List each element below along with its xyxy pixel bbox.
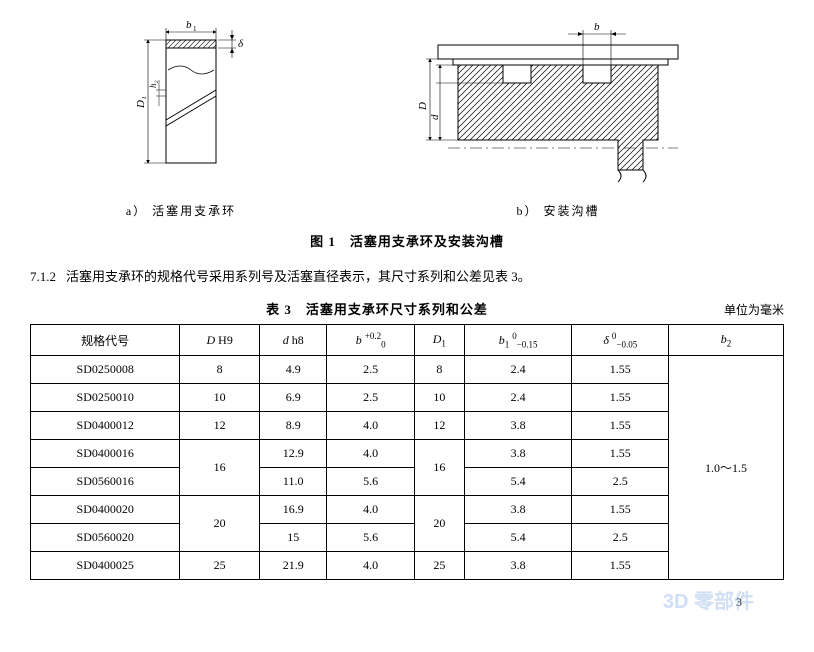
cell-code: SD0560016 xyxy=(31,468,180,496)
th-d: d h8 xyxy=(259,325,327,356)
cell-D1: 25 xyxy=(414,552,464,580)
cell-d: 21.9 xyxy=(259,552,327,580)
label-D: D xyxy=(417,102,429,111)
th-code: 规格代号 xyxy=(31,325,180,356)
cell-D: 25 xyxy=(180,552,260,580)
cell-delta: 1.55 xyxy=(572,440,669,468)
section-number: 7.1.2 xyxy=(30,269,56,284)
cell-b2-merged: 1.0～1.5 xyxy=(669,356,784,580)
cell-b: 4.0 xyxy=(327,412,414,440)
cell-b1: 5.4 xyxy=(464,524,572,552)
cell-delta: 1.55 xyxy=(572,356,669,384)
cell-delta: 1.55 xyxy=(572,412,669,440)
cell-b: 4.0 xyxy=(327,440,414,468)
svg-text:1: 1 xyxy=(193,25,197,33)
cell-d: 12.9 xyxy=(259,440,327,468)
cell-D-merged: 16 xyxy=(180,440,260,496)
cell-code: SD0250008 xyxy=(31,356,180,384)
cell-b: 5.6 xyxy=(327,524,414,552)
label-delta: δ xyxy=(238,38,244,50)
cell-delta: 1.55 xyxy=(572,552,669,580)
cell-code: SD0400020 xyxy=(31,496,180,524)
table-unit: 单位为毫米 xyxy=(724,301,784,318)
cell-delta: 2.5 xyxy=(572,524,669,552)
cell-b: 5.6 xyxy=(327,468,414,496)
cell-D-merged: 20 xyxy=(180,496,260,552)
cell-b1: 3.8 xyxy=(464,552,572,580)
figure-b: b D d b） 安装沟槽 xyxy=(398,20,718,219)
groove-diagram: b D d xyxy=(398,20,718,190)
figure-a: b 1 δ D₁ h₂ a） 活塞用支承环 xyxy=(96,20,266,219)
cell-code: SD0250010 xyxy=(31,384,180,412)
cell-d: 4.9 xyxy=(259,356,327,384)
cell-d: 15 xyxy=(259,524,327,552)
cell-D: 10 xyxy=(180,384,260,412)
cell-code: SD0400025 xyxy=(31,552,180,580)
cell-b1: 2.4 xyxy=(464,384,572,412)
th-D: D H9 xyxy=(180,325,260,356)
cell-d: 16.9 xyxy=(259,496,327,524)
figure-b-caption: b） 安装沟槽 xyxy=(398,202,718,219)
label-D1: D₁ xyxy=(135,96,147,109)
table-header-row: 规格代号 D H9 d h8 b +0.20 D1 b1 0−0.15 δ 0−… xyxy=(31,325,784,356)
cell-D: 8 xyxy=(180,356,260,384)
dimension-table: 规格代号 D H9 d h8 b +0.20 D1 b1 0−0.15 δ 0−… xyxy=(30,324,784,580)
cell-delta: 1.55 xyxy=(572,496,669,524)
th-b: b +0.20 xyxy=(327,325,414,356)
paragraph-712: 7.1.2 活塞用支承环的规格代号采用系列号及活塞直径表示，其尺寸系列和公差见表 … xyxy=(30,266,784,285)
page-number: 3 xyxy=(736,595,742,610)
cell-code: SD0400012 xyxy=(31,412,180,440)
label-b1: b xyxy=(186,20,192,31)
cell-D1-merged: 16 xyxy=(414,440,464,496)
th-D1: D1 xyxy=(414,325,464,356)
th-b1: b1 0−0.15 xyxy=(464,325,572,356)
figure-a-caption: a） 活塞用支承环 xyxy=(96,202,266,219)
cell-b1: 3.8 xyxy=(464,412,572,440)
cell-D1: 12 xyxy=(414,412,464,440)
cell-D1: 10 xyxy=(414,384,464,412)
cell-D1-merged: 20 xyxy=(414,496,464,552)
cell-d: 8.9 xyxy=(259,412,327,440)
cell-b1: 3.8 xyxy=(464,440,572,468)
th-b2: b2 xyxy=(669,325,784,356)
figures-row: b 1 δ D₁ h₂ a） 活塞用支承环 xyxy=(30,20,784,219)
label-b: b xyxy=(594,21,600,33)
cell-D: 12 xyxy=(180,412,260,440)
cell-code: SD0400016 xyxy=(31,440,180,468)
cell-code: SD0560020 xyxy=(31,524,180,552)
label-h2: h₂ xyxy=(148,80,158,88)
cell-d: 11.0 xyxy=(259,468,327,496)
table-title: 表 3 活塞用支承环尺寸系列和公差 xyxy=(30,299,724,318)
cell-delta: 1.55 xyxy=(572,384,669,412)
table-title-row: 表 3 活塞用支承环尺寸系列和公差 单位为毫米 xyxy=(30,299,784,318)
table-row: SD0250008 8 4.9 2.5 8 2.4 1.55 1.0～1.5 xyxy=(31,356,784,384)
paragraph-text: 活塞用支承环的规格代号采用系列号及活塞直径表示，其尺寸系列和公差见表 3。 xyxy=(66,269,531,284)
cell-delta: 2.5 xyxy=(572,468,669,496)
cell-b: 4.0 xyxy=(327,496,414,524)
cell-b1: 5.4 xyxy=(464,468,572,496)
th-delta: δ 0−0.05 xyxy=(572,325,669,356)
cell-b1: 2.4 xyxy=(464,356,572,384)
table-body: SD0250008 8 4.9 2.5 8 2.4 1.55 1.0～1.5 S… xyxy=(31,356,784,580)
cell-b: 4.0 xyxy=(327,552,414,580)
piston-ring-diagram: b 1 δ D₁ h₂ xyxy=(96,20,266,190)
figure-main-caption: 图 1 活塞用支承环及安装沟槽 xyxy=(30,231,784,250)
cell-b1: 3.8 xyxy=(464,496,572,524)
cell-b: 2.5 xyxy=(327,356,414,384)
label-d: d xyxy=(429,114,441,120)
cell-D1: 8 xyxy=(414,356,464,384)
cell-d: 6.9 xyxy=(259,384,327,412)
cell-b: 2.5 xyxy=(327,384,414,412)
